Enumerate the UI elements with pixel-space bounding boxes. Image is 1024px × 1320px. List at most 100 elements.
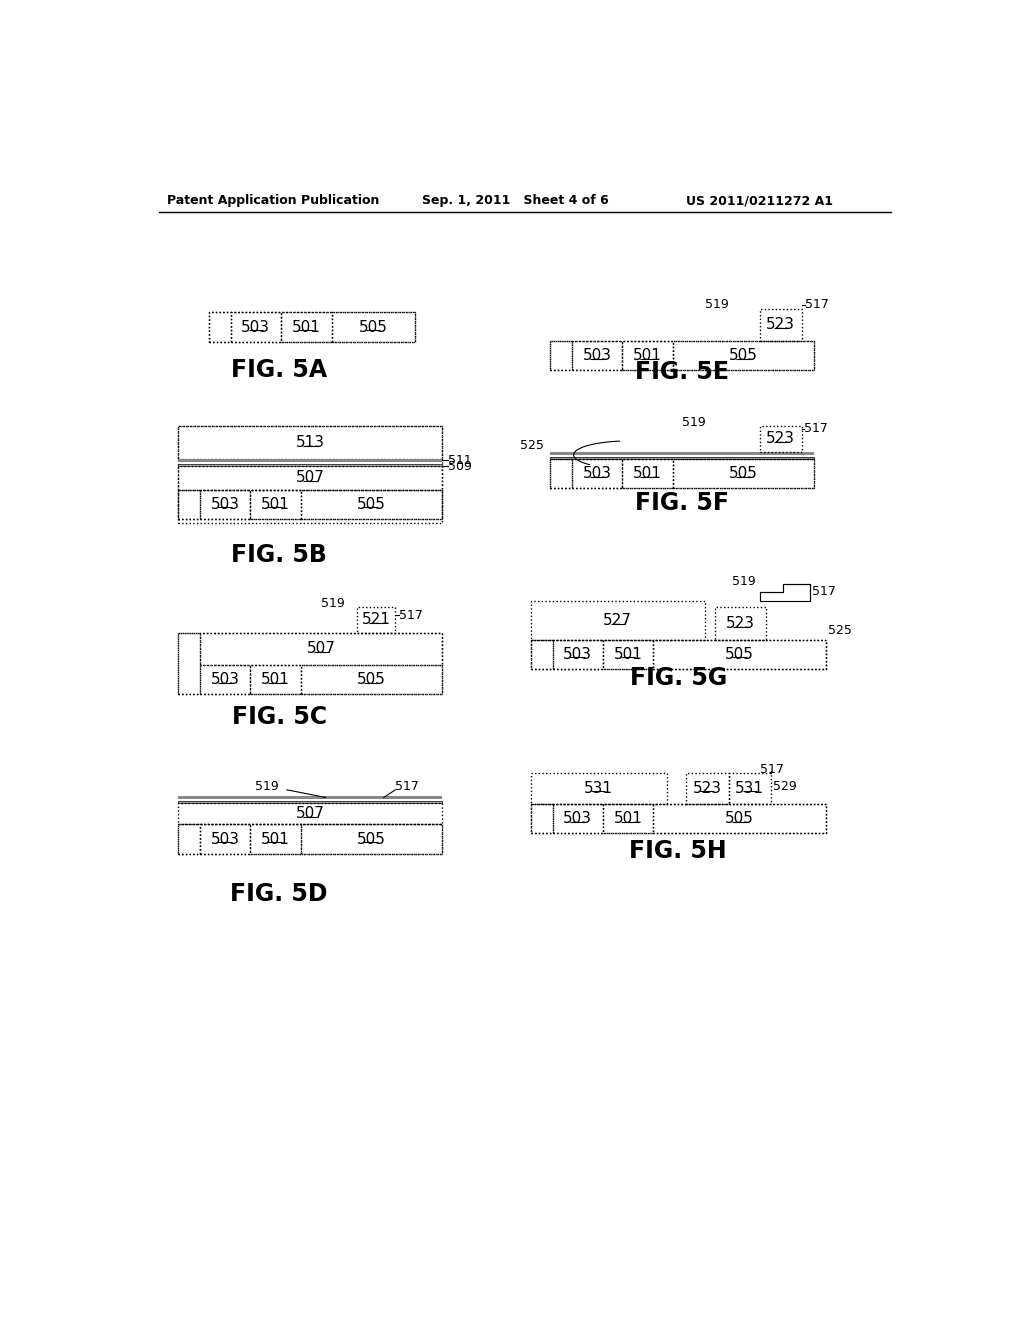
Bar [301,665,442,694]
Text: 509: 509 [449,459,472,473]
Bar [178,462,442,465]
Text: US 2011/0211272 A1: US 2011/0211272 A1 [686,194,833,207]
Text: 523: 523 [726,616,755,631]
Bar [178,799,442,801]
Text: 513: 513 [296,436,325,450]
Bar [531,640,553,669]
Bar [209,313,231,342]
Text: 507: 507 [296,807,325,821]
Bar [178,465,442,466]
Bar [550,451,814,455]
Bar [356,607,395,632]
Bar [531,640,825,669]
Bar [553,640,603,669]
Text: 501: 501 [261,672,290,688]
Bar [178,426,442,523]
Bar [301,825,442,854]
Text: FIG. 5E: FIG. 5E [635,360,729,384]
Bar [231,313,282,342]
Text: 503: 503 [210,496,240,512]
Bar [760,426,802,451]
Bar [550,457,814,459]
Text: 511: 511 [449,454,472,467]
Bar [572,341,623,370]
Text: 505: 505 [725,810,754,826]
Bar [550,341,572,370]
Text: FIG. 5A: FIG. 5A [231,358,328,383]
Text: 505: 505 [725,647,754,661]
Bar [200,490,251,519]
Text: 529: 529 [773,780,797,793]
Text: 517: 517 [805,298,829,312]
Text: Sep. 1, 2011   Sheet 4 of 6: Sep. 1, 2011 Sheet 4 of 6 [423,194,609,207]
Text: 525: 525 [520,440,544,453]
Bar [251,825,301,854]
Bar [251,665,301,694]
Bar [553,804,603,833]
Bar [531,774,667,804]
Bar [178,459,442,462]
Bar [178,825,442,854]
Text: 517: 517 [395,780,419,793]
Text: 505: 505 [357,672,386,688]
Text: 507: 507 [296,470,325,486]
Text: 501: 501 [261,496,290,512]
Bar [572,459,623,488]
Text: FIG. 5D: FIG. 5D [230,882,328,906]
Bar [178,796,442,799]
Bar [209,313,415,342]
Text: 501: 501 [633,348,662,363]
Bar [178,801,442,803]
Text: 519: 519 [255,780,280,793]
Text: 525: 525 [827,624,852,638]
Bar [301,490,442,519]
Text: 501: 501 [613,810,642,826]
Text: 501: 501 [633,466,662,480]
Bar [623,341,673,370]
Text: 517: 517 [760,763,783,776]
Bar [531,601,706,640]
Bar [178,466,442,490]
Text: 523: 523 [766,432,795,446]
Bar [550,341,814,370]
Polygon shape [760,585,810,601]
Text: 519: 519 [682,416,706,429]
Text: 503: 503 [210,672,240,688]
Bar [251,490,301,519]
Bar [623,459,673,488]
Bar [200,665,251,694]
Text: 531: 531 [735,780,764,796]
Text: 507: 507 [306,642,336,656]
Text: 503: 503 [210,832,240,846]
Text: 501: 501 [292,319,321,334]
Bar [760,309,802,341]
Bar [673,459,814,488]
Text: 527: 527 [603,612,632,628]
Bar [729,774,771,804]
Text: 517: 517 [399,609,423,622]
Bar [653,640,825,669]
Text: 503: 503 [563,810,592,826]
Text: 523: 523 [692,780,722,796]
Bar [603,804,653,833]
Text: FIG. 5H: FIG. 5H [630,840,727,863]
Text: 531: 531 [584,780,613,796]
Bar [673,341,814,370]
Bar [178,490,442,519]
Bar [716,607,766,640]
Text: Patent Application Publication: Patent Application Publication [167,194,379,207]
Text: 505: 505 [358,319,387,334]
Text: 505: 505 [357,832,386,846]
Bar [200,632,442,665]
Bar [603,640,653,669]
Bar [178,825,200,854]
Text: 519: 519 [705,298,729,312]
Bar [332,313,415,342]
Text: 503: 503 [242,319,270,334]
Text: 519: 519 [322,597,345,610]
Text: 501: 501 [613,647,642,661]
Text: FIG. 5B: FIG. 5B [231,543,327,568]
Bar [282,313,332,342]
Bar [550,455,814,457]
Text: 519: 519 [732,576,756,589]
